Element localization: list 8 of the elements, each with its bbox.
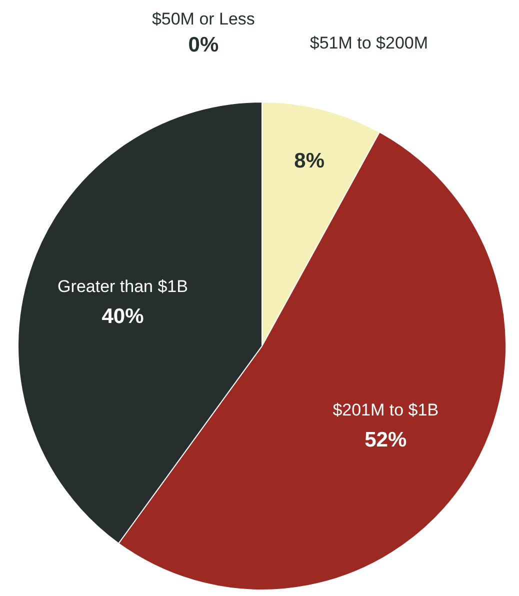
data-label: 40% bbox=[102, 304, 144, 328]
slice-label: Greater than $1B bbox=[58, 276, 188, 296]
data-label: 8% bbox=[294, 150, 325, 173]
data-label: 52% bbox=[364, 428, 407, 452]
category-label: $50M or Less bbox=[152, 10, 255, 29]
slice-label: $201M to $1B bbox=[332, 400, 439, 420]
text: 0% bbox=[188, 34, 219, 57]
slice-label: $51M to $200M bbox=[310, 33, 428, 52]
